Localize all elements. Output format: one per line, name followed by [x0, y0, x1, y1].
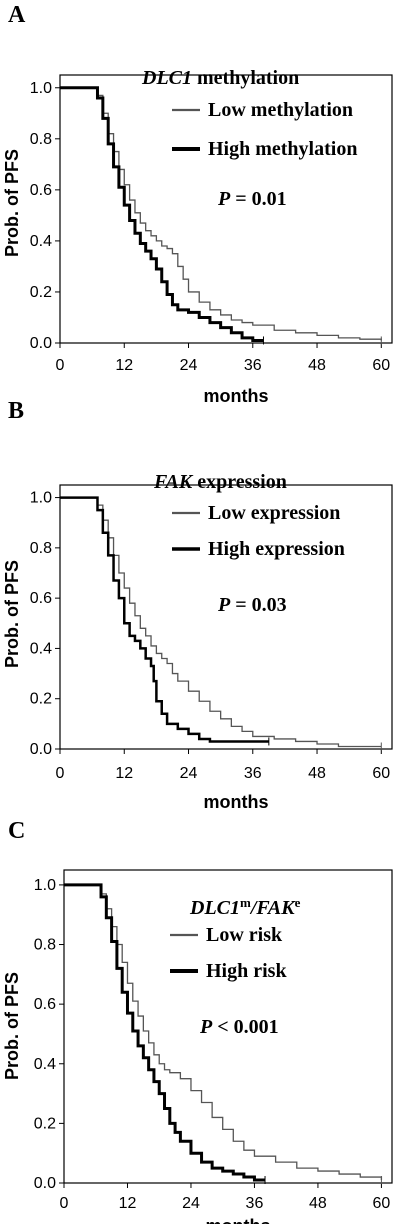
y-tick-label: 0.6: [34, 996, 56, 1013]
x-tick-label: 24: [180, 765, 198, 782]
x-axis-title: months: [204, 386, 269, 406]
y-axis-title: Prob. of PFS: [2, 560, 22, 668]
x-tick-label: 60: [372, 765, 390, 782]
plot-frame: [59, 74, 393, 344]
chart-title: DLC1m/FAKe: [189, 895, 301, 919]
x-axis-title: months: [206, 1216, 271, 1224]
y-tick-label: 0.8: [34, 937, 56, 954]
x-tick-label: 60: [372, 357, 390, 374]
y-tick-label: 1.0: [30, 80, 52, 97]
legend-label: Low risk: [206, 924, 283, 946]
legend-label: High risk: [206, 960, 287, 982]
legend-label: High expression: [208, 538, 345, 560]
series-line-low: [64, 884, 383, 1181]
legend-label: Low methylation: [208, 99, 353, 121]
legend-label: High methylation: [208, 138, 357, 160]
legend-label: Low expression: [208, 502, 340, 524]
chart-panel-a: A 0.0 0.2 0.4 0.6 0.8 1.0 0 12 24 36 48 60 months Prob…: [2, 2, 393, 406]
y-tick-label: 0.8: [30, 540, 52, 557]
x-tick-label: 0: [60, 1195, 69, 1212]
p-value-label: P = 0.01: [217, 188, 287, 210]
x-tick-label: 36: [246, 1195, 264, 1212]
x-tick-label: 24: [180, 357, 198, 374]
p-value-label: P < 0.001: [199, 1016, 279, 1038]
chart-panel-c: C 0.0 0.2 0.4 0.6 0.8 1.0 0 12 24 36 48 60 months Prob…: [2, 818, 393, 1224]
chart-title: DLC1 methylation: [141, 67, 299, 89]
y-tick-label: 0.8: [30, 131, 52, 148]
y-tick-label: 0.2: [30, 691, 52, 708]
series-line-low: [60, 87, 382, 341]
panel-label: C: [8, 818, 25, 844]
series-line-high: [60, 496, 269, 743]
panel-label: B: [8, 398, 24, 424]
plot-frame: [63, 869, 393, 1184]
series-line-high: [60, 86, 264, 342]
plot-frame: [59, 484, 393, 750]
chart-title: FAK expression: [153, 471, 287, 493]
x-tick-label: 48: [309, 1195, 327, 1212]
y-tick-label: 0.4: [30, 233, 52, 250]
y-tick-label: 0.2: [34, 1115, 56, 1132]
panel-label: A: [8, 2, 26, 28]
series-line-high: [64, 883, 266, 1182]
y-tick-label: 0.0: [34, 1175, 56, 1192]
x-tick-label: 0: [56, 357, 65, 374]
y-axis-title: Prob. of PFS: [2, 972, 22, 1080]
x-tick-label: 12: [115, 357, 133, 374]
x-tick-label: 48: [308, 357, 326, 374]
y-tick-label: 0.4: [34, 1056, 56, 1073]
x-tick-label: 24: [182, 1195, 200, 1212]
y-tick-label: 0.4: [30, 640, 52, 657]
x-tick-label: 12: [115, 765, 133, 782]
y-tick-label: 1.0: [34, 877, 56, 894]
series-line-low: [60, 496, 382, 748]
chart-panel-b: B 0.0 0.2 0.4 0.6 0.8 1.0 0 12 24 36 48 60 months Prob…: [2, 398, 393, 812]
y-tick-label: 1.0: [30, 490, 52, 507]
y-tick-label: 0.0: [30, 335, 52, 352]
x-tick-label: 12: [119, 1195, 137, 1212]
x-tick-label: 36: [244, 765, 262, 782]
x-tick-label: 48: [308, 765, 326, 782]
y-tick-label: 0.6: [30, 182, 52, 199]
x-tick-label: 60: [373, 1195, 391, 1212]
x-axis-title: months: [204, 792, 269, 812]
y-tick-label: 0.6: [30, 590, 52, 607]
x-tick-label: 0: [56, 765, 65, 782]
y-tick-label: 0.0: [30, 741, 52, 758]
x-tick-label: 36: [244, 357, 262, 374]
p-value-label: P = 0.03: [217, 594, 287, 616]
y-axis-title: Prob. of PFS: [2, 149, 22, 257]
y-tick-label: 0.2: [30, 284, 52, 301]
